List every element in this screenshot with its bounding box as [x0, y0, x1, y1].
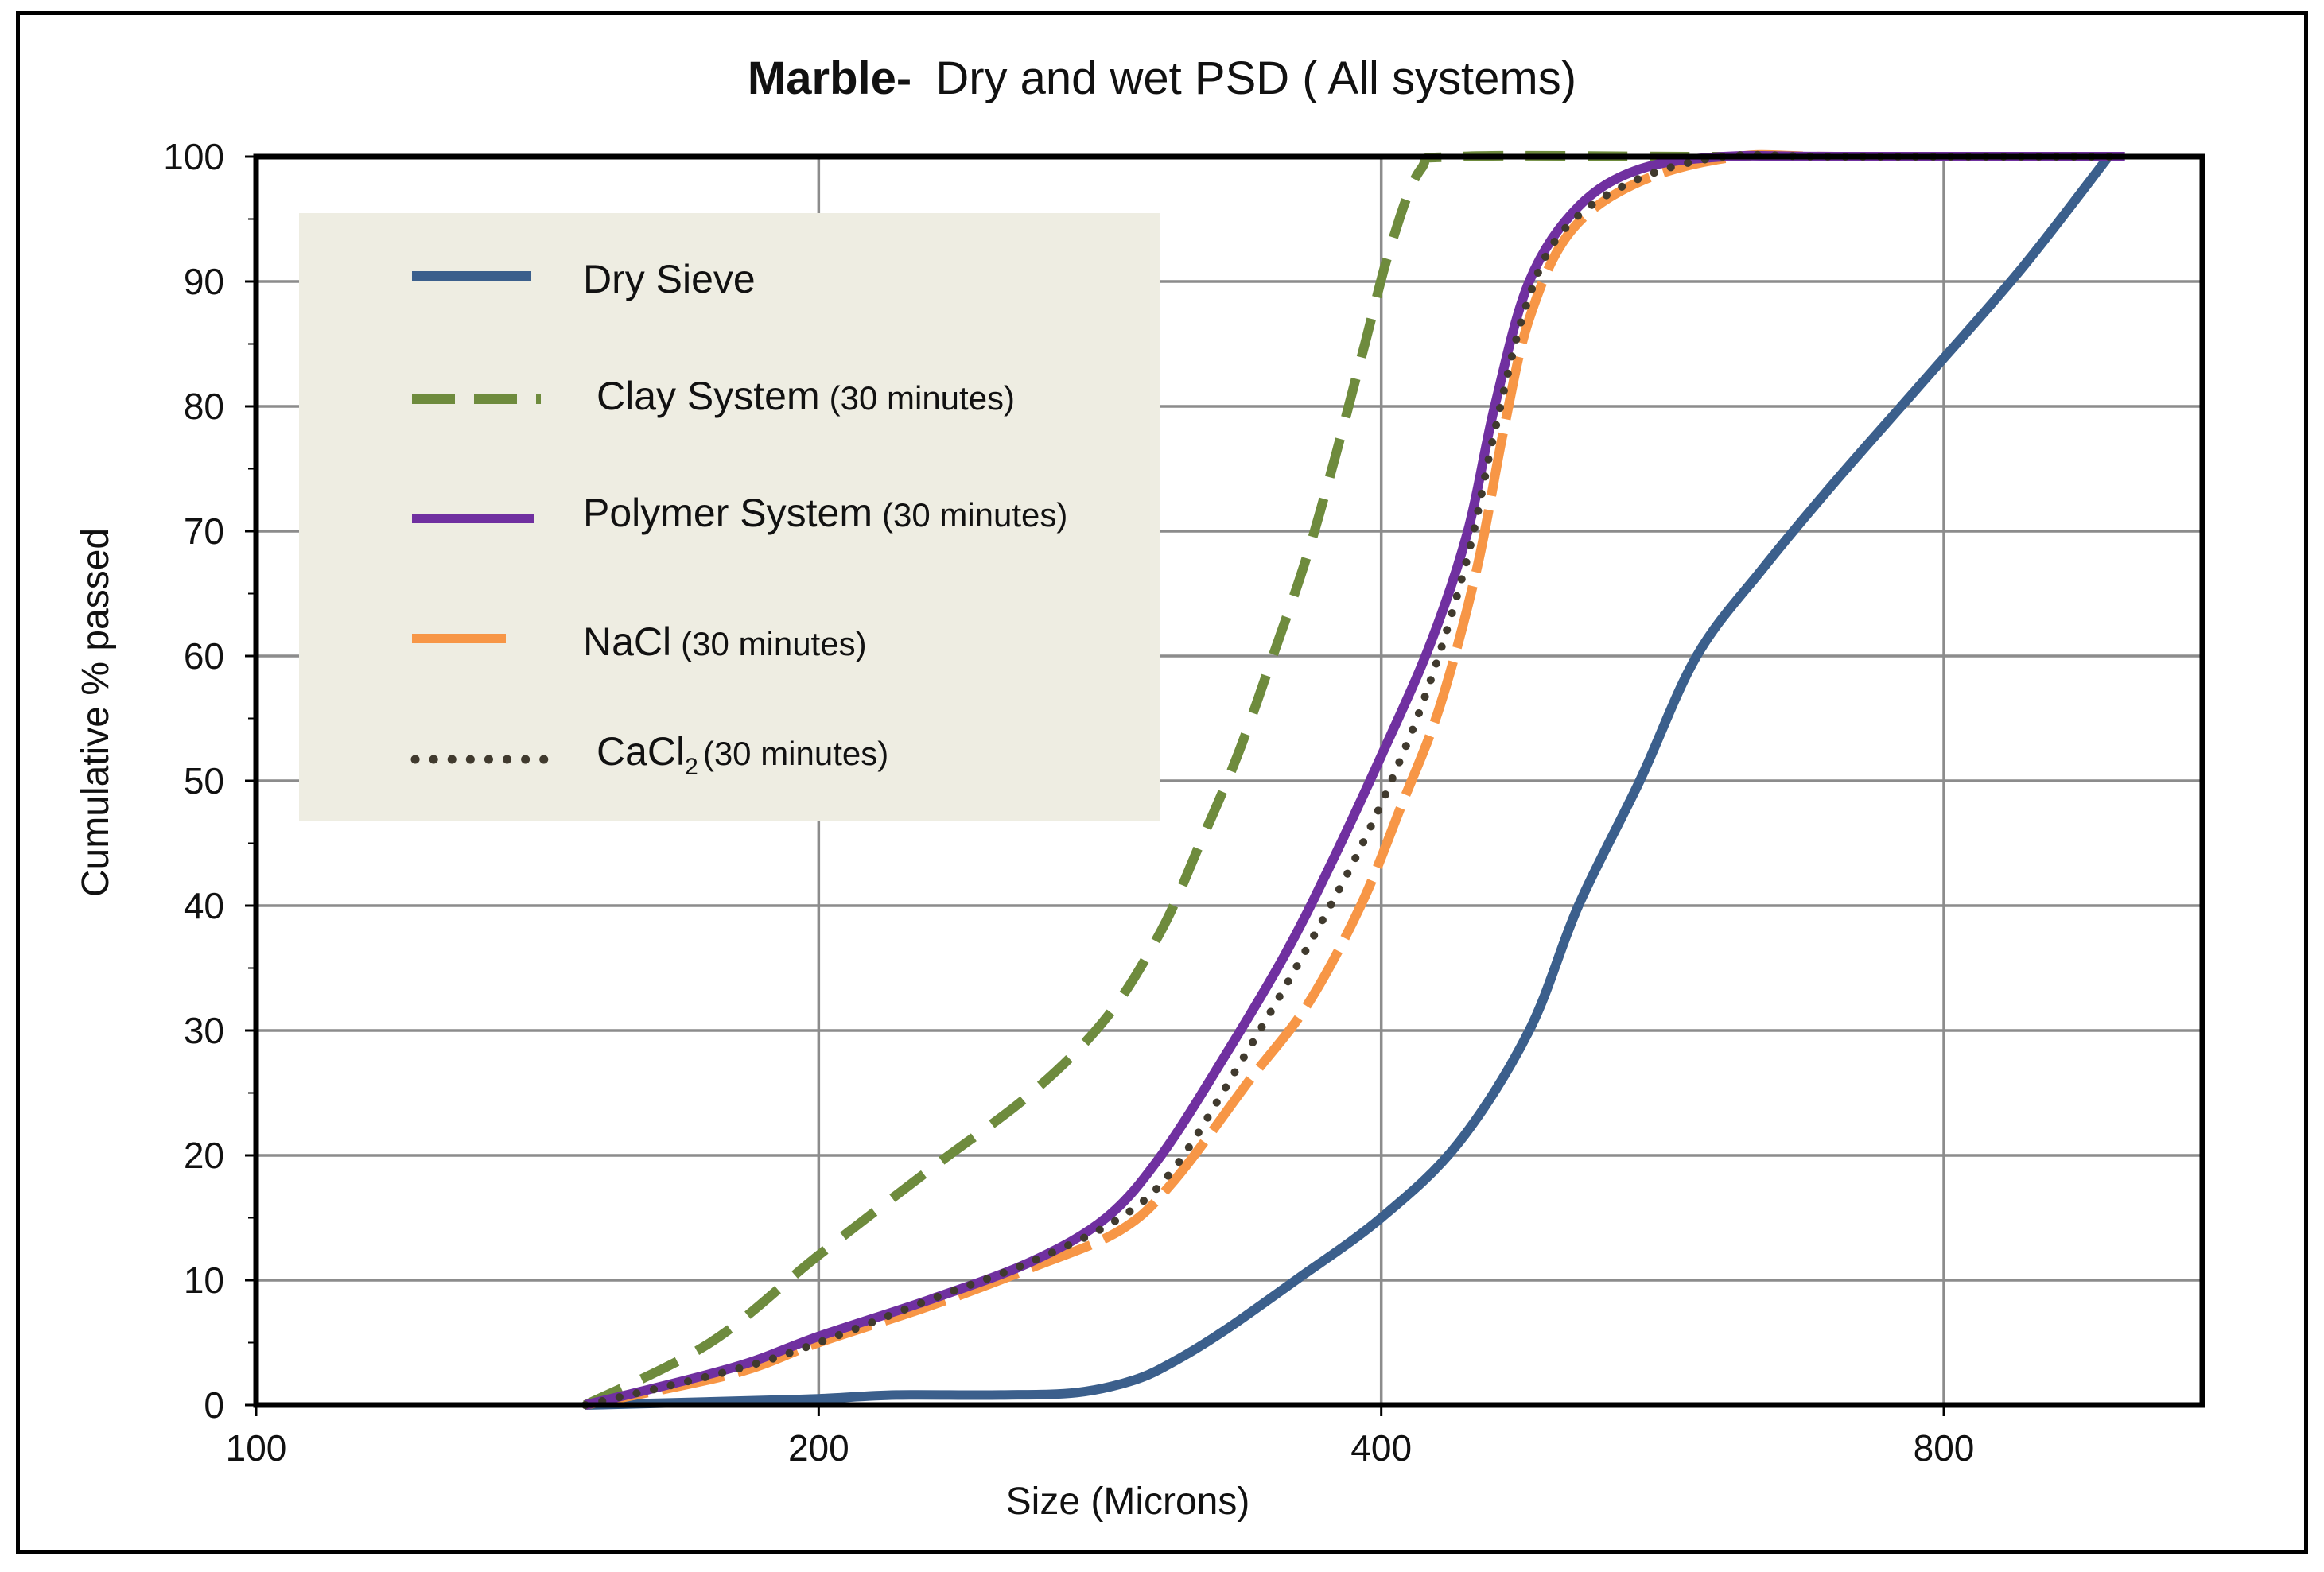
series-line-cacl	[581, 150, 2129, 1409]
y-tick-label: 40	[184, 885, 224, 926]
y-tick-label: 0	[204, 1384, 224, 1426]
y-tick-label: 20	[184, 1135, 224, 1176]
y-tick-label: 30	[184, 1010, 224, 1051]
y-tick-label: 10	[184, 1260, 224, 1301]
legend-label-cacl2-suffix: (30 minutes)	[703, 735, 888, 772]
chart-title: Marble- Dry and wet PSD ( All systems)	[748, 52, 1576, 104]
x-tick-label: 100	[226, 1427, 287, 1469]
y-tick-label: 90	[184, 261, 224, 302]
chart-title-bold: Marble-	[748, 52, 911, 104]
x-tick-label: 400	[1350, 1427, 1412, 1469]
legend-label-polymer-system-name: Polymer System	[583, 491, 872, 535]
legend-label-nacl-suffix: (30 minutes)	[681, 625, 866, 662]
legend-label-clay-system: Clay System (30 minutes)	[597, 374, 1015, 418]
x-tick-label: 200	[788, 1427, 849, 1469]
series-line-dry-sieve	[585, 153, 2112, 1410]
legend-label-nacl: NaCl (30 minutes)	[583, 619, 867, 664]
y-tick-label: 80	[184, 386, 224, 427]
legend-label-nacl-name: NaCl	[583, 619, 671, 664]
tick-labels: 0 10 20 30 40 50 60 70 80 90 100 100 200 400 800	[163, 136, 1974, 1469]
legend-label-cacl2-name: CaCl	[597, 729, 685, 774]
x-axis-title: Size (Microns)	[1006, 1481, 1250, 1523]
series-line-polymer-system	[584, 150, 2125, 1410]
legend-label-clay-system-suffix: (30 minutes)	[830, 379, 1015, 417]
x-tick-label: 800	[1914, 1427, 1975, 1469]
y-tick-label: 100	[163, 136, 224, 177]
legend-label-polymer-system-suffix: (30 minutes)	[882, 496, 1067, 534]
legend-label-cacl2-subscript: 2	[685, 754, 698, 780]
legend: Dry Sieve Clay System (30 minutes) Polyme…	[299, 213, 1160, 821]
legend-label-polymer-system: Polymer System (30 minutes)	[583, 491, 1067, 535]
legend-label-clay-system-name: Clay System	[597, 374, 820, 418]
y-axis-title: Cumulative % passed	[75, 528, 117, 897]
y-tick-label: 50	[184, 760, 224, 802]
legend-label-dry-sieve: Dry Sieve	[583, 257, 756, 301]
chart-title-rest: Dry and wet PSD ( All systems)	[935, 52, 1576, 104]
series-line-nacl	[584, 149, 2125, 1410]
y-tick-label: 60	[184, 635, 224, 677]
y-tick-label: 70	[184, 510, 224, 552]
legend-label-cacl2: CaCl2 (30 minutes)	[597, 729, 888, 780]
